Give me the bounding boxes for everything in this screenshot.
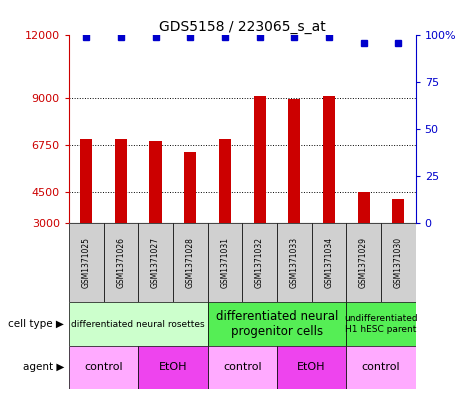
- Text: undifferentiated
H1 hESC parent: undifferentiated H1 hESC parent: [344, 314, 418, 334]
- Text: control: control: [223, 362, 262, 373]
- Bar: [254, 96, 266, 223]
- Bar: [208, 303, 346, 346]
- Bar: [138, 346, 208, 389]
- Text: EtOH: EtOH: [297, 362, 326, 373]
- Text: GSM1371029: GSM1371029: [359, 237, 368, 288]
- Bar: [346, 346, 416, 389]
- Text: cell type ▶: cell type ▶: [8, 319, 64, 329]
- Bar: [115, 139, 127, 223]
- Title: GDS5158 / 223065_s_at: GDS5158 / 223065_s_at: [159, 20, 326, 34]
- Text: control: control: [84, 362, 123, 373]
- Bar: [208, 223, 242, 303]
- Bar: [69, 223, 104, 303]
- Bar: [184, 152, 196, 223]
- Bar: [69, 346, 138, 389]
- Text: differentiated neural
progenitor cells: differentiated neural progenitor cells: [216, 310, 338, 338]
- Bar: [104, 223, 138, 303]
- Bar: [277, 346, 346, 389]
- Text: GSM1371028: GSM1371028: [186, 237, 195, 288]
- Bar: [312, 223, 346, 303]
- Bar: [69, 303, 208, 346]
- Text: control: control: [361, 362, 400, 373]
- Bar: [323, 96, 335, 223]
- Bar: [358, 192, 370, 223]
- Text: GSM1371032: GSM1371032: [255, 237, 264, 288]
- Bar: [219, 139, 231, 223]
- Bar: [242, 223, 277, 303]
- Bar: [138, 223, 173, 303]
- Text: EtOH: EtOH: [159, 362, 187, 373]
- Bar: [381, 223, 416, 303]
- Bar: [392, 199, 404, 223]
- Text: GSM1371026: GSM1371026: [116, 237, 125, 288]
- Bar: [150, 141, 162, 223]
- Text: GSM1371034: GSM1371034: [324, 237, 333, 288]
- Text: differentiated neural rosettes: differentiated neural rosettes: [71, 320, 205, 329]
- Text: GSM1371025: GSM1371025: [82, 237, 91, 288]
- Text: agent ▶: agent ▶: [23, 362, 64, 373]
- Text: GSM1371033: GSM1371033: [290, 237, 299, 288]
- Text: GSM1371030: GSM1371030: [394, 237, 403, 288]
- Bar: [346, 303, 416, 346]
- Bar: [208, 346, 277, 389]
- Text: GSM1371031: GSM1371031: [220, 237, 229, 288]
- Text: GSM1371027: GSM1371027: [151, 237, 160, 288]
- Bar: [277, 223, 312, 303]
- Bar: [173, 223, 208, 303]
- Bar: [288, 99, 300, 223]
- Bar: [346, 223, 381, 303]
- Bar: [80, 139, 92, 223]
